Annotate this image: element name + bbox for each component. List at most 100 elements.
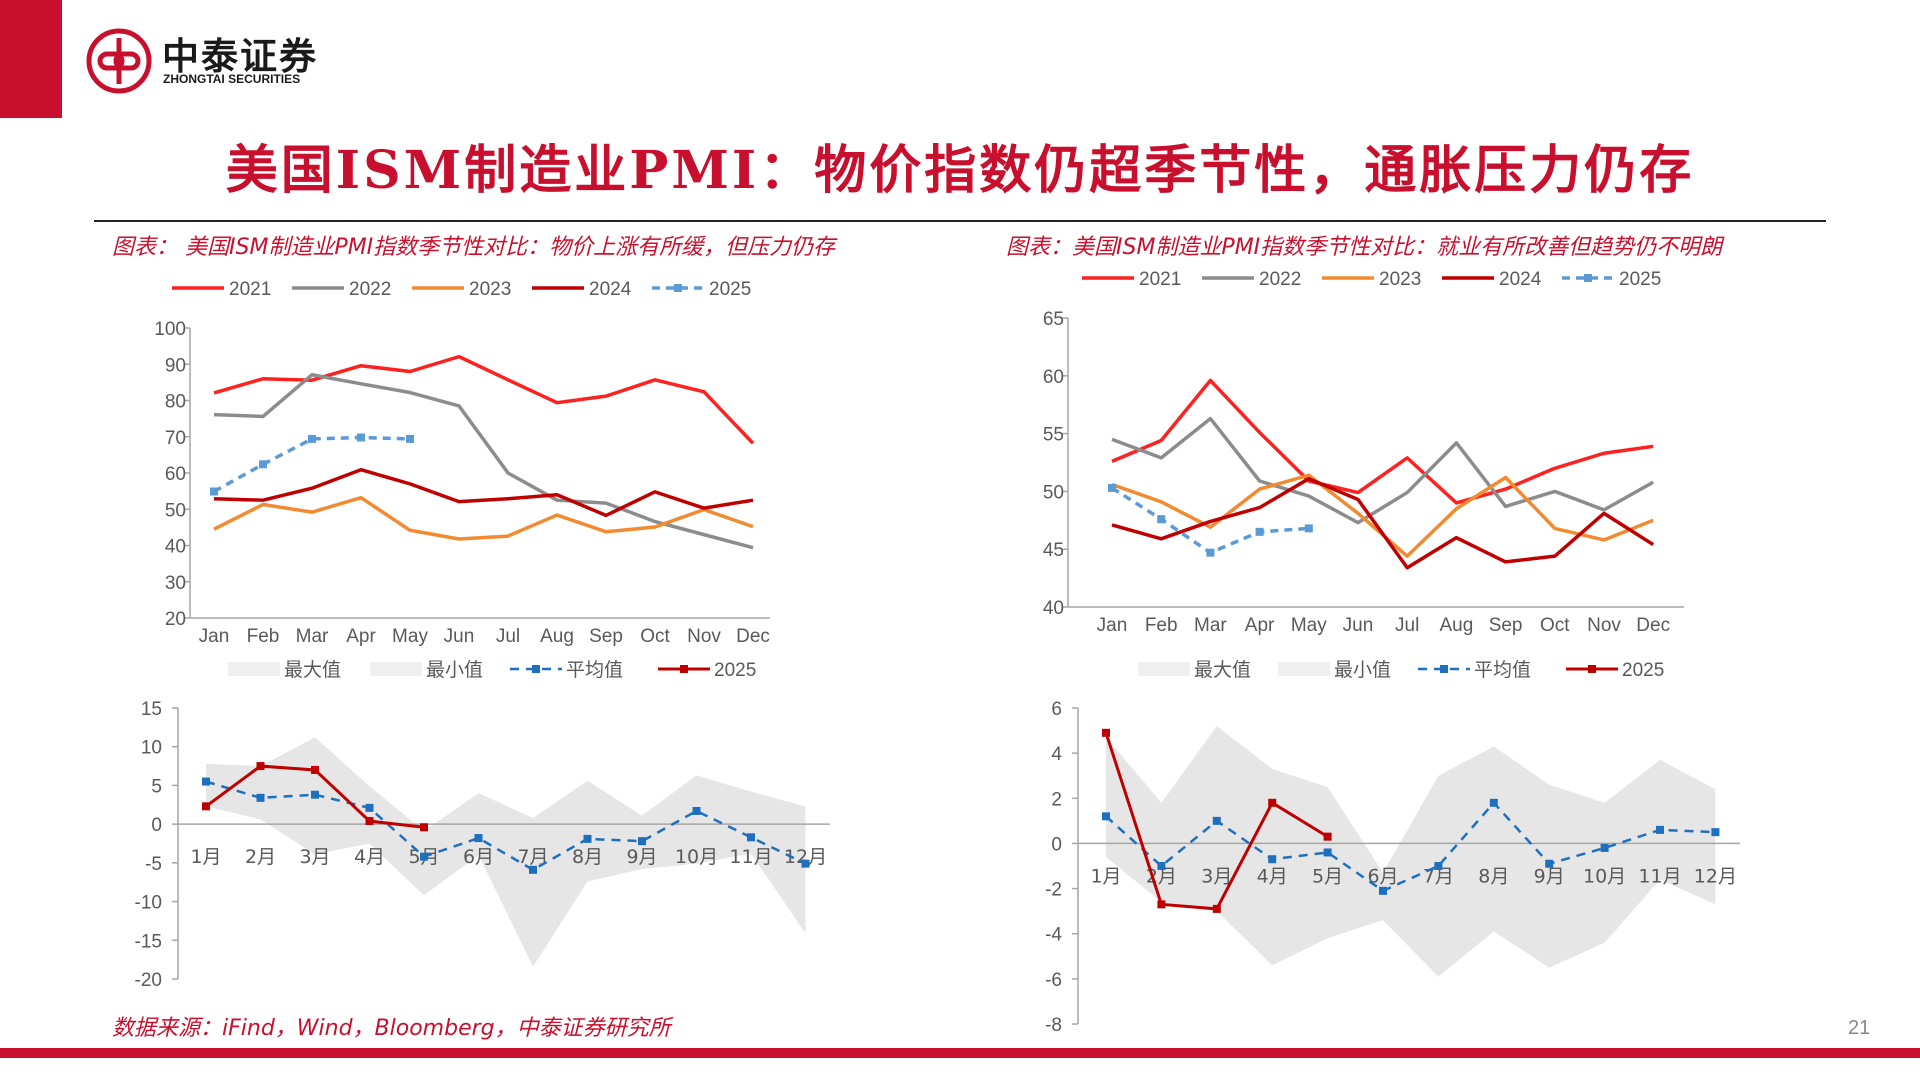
x-tick-label: 2月 xyxy=(245,846,276,868)
x-tick-label: 4月 xyxy=(354,846,385,868)
legend-label-平均值: 平均值 xyxy=(566,659,623,681)
y-tick-label: -10 xyxy=(135,893,162,914)
data-point-2025 xyxy=(1157,515,1166,524)
y-tick-label: 5 xyxy=(151,776,162,797)
y-tick-label: 15 xyxy=(141,699,162,720)
data-point-average xyxy=(583,834,592,843)
data-point-average xyxy=(1323,848,1332,857)
legend-marker-2025 xyxy=(674,284,682,292)
y-tick-label: -20 xyxy=(135,970,162,991)
data-source-note: 数据来源：iFind，Wind，Bloomberg，中泰证券研究所 xyxy=(112,1016,671,1041)
y-tick-label: 6 xyxy=(1051,699,1062,720)
page-number: 21 xyxy=(1848,1017,1871,1039)
x-tick-label: Jan xyxy=(1097,615,1128,636)
brand-name-cn: 中泰证券 xyxy=(162,35,318,78)
y-tick-label: 0 xyxy=(1051,834,1062,855)
x-tick-label: Aug xyxy=(1439,615,1473,636)
x-tick-label: 9月 xyxy=(1534,865,1565,887)
title-divider xyxy=(94,220,1826,222)
data-point-average xyxy=(747,833,755,842)
data-point-average xyxy=(420,852,428,861)
y-tick-label: 10 xyxy=(141,738,162,759)
x-tick-label: 4月 xyxy=(1257,865,1288,887)
legend-label-2023: 2023 xyxy=(1379,269,1421,290)
data-point-2025 xyxy=(365,817,374,826)
series-line-average xyxy=(205,780,807,872)
data-point-2025 xyxy=(1255,527,1264,536)
y-tick-label: 40 xyxy=(1043,598,1064,619)
y-tick-label: 30 xyxy=(165,573,186,594)
left-panel-title: 图表： 美国ISM制造业PMI指数季节性对比：物价上涨有所缓，但压力仍存 xyxy=(112,235,836,260)
x-tick-label: 1月 xyxy=(1090,865,1121,887)
x-tick-label: Mar xyxy=(296,626,329,647)
range-band-area xyxy=(1106,726,1716,977)
legend-label-最小值: 最小值 xyxy=(426,659,483,681)
y-tick-label: 45 xyxy=(1043,540,1064,561)
y-tick-label: -2 xyxy=(1045,880,1062,901)
data-point-average xyxy=(1711,828,1720,837)
x-tick-label: Sep xyxy=(589,626,623,647)
y-tick-label: 100 xyxy=(154,319,186,340)
legend-label-平均值: 平均值 xyxy=(1474,659,1531,681)
y-tick-label: 50 xyxy=(1043,482,1064,503)
legend-swatch-最小值 xyxy=(1278,662,1330,676)
y-tick-label: 60 xyxy=(165,464,186,485)
y-tick-label: 4 xyxy=(1051,744,1062,765)
y-tick-label: 40 xyxy=(165,537,186,558)
legend-marker-2025 xyxy=(1584,274,1592,282)
chart-3: -20-15-10-50510151月2月3月4月5月6月7月8月9月10月11… xyxy=(135,659,830,991)
data-point-average xyxy=(1379,886,1387,895)
x-tick-label: Feb xyxy=(1145,615,1178,636)
data-point-average xyxy=(1157,862,1166,870)
data-point-2025 xyxy=(1102,728,1110,737)
right-panel-title: 图表：美国ISM制造业PMI指数季节性对比：就业有所改善但趋势仍不明朗 xyxy=(1006,235,1723,260)
data-point-2025 xyxy=(210,487,218,496)
legend-swatch-最小值 xyxy=(370,662,422,676)
data-point-average xyxy=(529,865,537,874)
y-tick-label: -4 xyxy=(1045,925,1062,946)
data-point-2025 xyxy=(1212,904,1221,913)
legend-label-2021: 2021 xyxy=(229,279,271,300)
data-point-average xyxy=(256,793,265,802)
legend-marker-2025 xyxy=(680,665,688,673)
legend-marker-2025 xyxy=(1588,665,1596,673)
legend-label-2025: 2025 xyxy=(709,279,751,300)
x-tick-label: 6月 xyxy=(463,846,494,868)
x-tick-label: Jun xyxy=(444,626,475,647)
data-point-average xyxy=(1489,798,1498,807)
y-tick-label: 90 xyxy=(165,355,186,376)
data-point-average xyxy=(638,837,646,846)
data-point-2025 xyxy=(1108,483,1116,492)
x-tick-label: Apr xyxy=(346,626,376,647)
data-point-average xyxy=(1545,859,1554,868)
data-point-average xyxy=(1434,862,1443,870)
legend-label-2025: 2025 xyxy=(714,660,756,681)
legend-label-2024: 2024 xyxy=(589,279,632,300)
data-point-2025 xyxy=(308,434,316,443)
series-line-2022 xyxy=(1111,416,1655,525)
x-tick-label: Oct xyxy=(640,626,670,647)
data-point-2025 xyxy=(406,434,414,443)
x-tick-label: 10月 xyxy=(675,846,718,868)
y-tick-label: -6 xyxy=(1045,970,1062,991)
data-point-2025 xyxy=(357,433,365,442)
legend-label-2025: 2025 xyxy=(1622,660,1664,681)
x-tick-label: 3月 xyxy=(1201,865,1232,887)
data-point-average xyxy=(1212,816,1221,825)
x-tick-label: Jul xyxy=(1395,615,1419,636)
page-title: 美国ISM制造业PMI：物价指数仍超季节性，通胀压力仍存 xyxy=(225,140,1695,201)
x-tick-label: 10月 xyxy=(1583,865,1626,887)
y-tick-label: 80 xyxy=(165,392,186,413)
data-point-2025 xyxy=(1323,832,1332,841)
x-tick-label: 12月 xyxy=(1694,865,1737,887)
legend-label-2023: 2023 xyxy=(469,279,511,300)
x-tick-label: May xyxy=(392,626,428,647)
data-point-2025 xyxy=(256,762,265,771)
data-point-average xyxy=(311,790,319,799)
legend-swatch-最大值 xyxy=(1138,662,1190,676)
legend-label-最大值: 最大值 xyxy=(284,659,341,681)
x-tick-label: 12月 xyxy=(784,846,827,868)
range-band-area xyxy=(206,737,806,967)
series-line-2025 xyxy=(213,435,411,494)
